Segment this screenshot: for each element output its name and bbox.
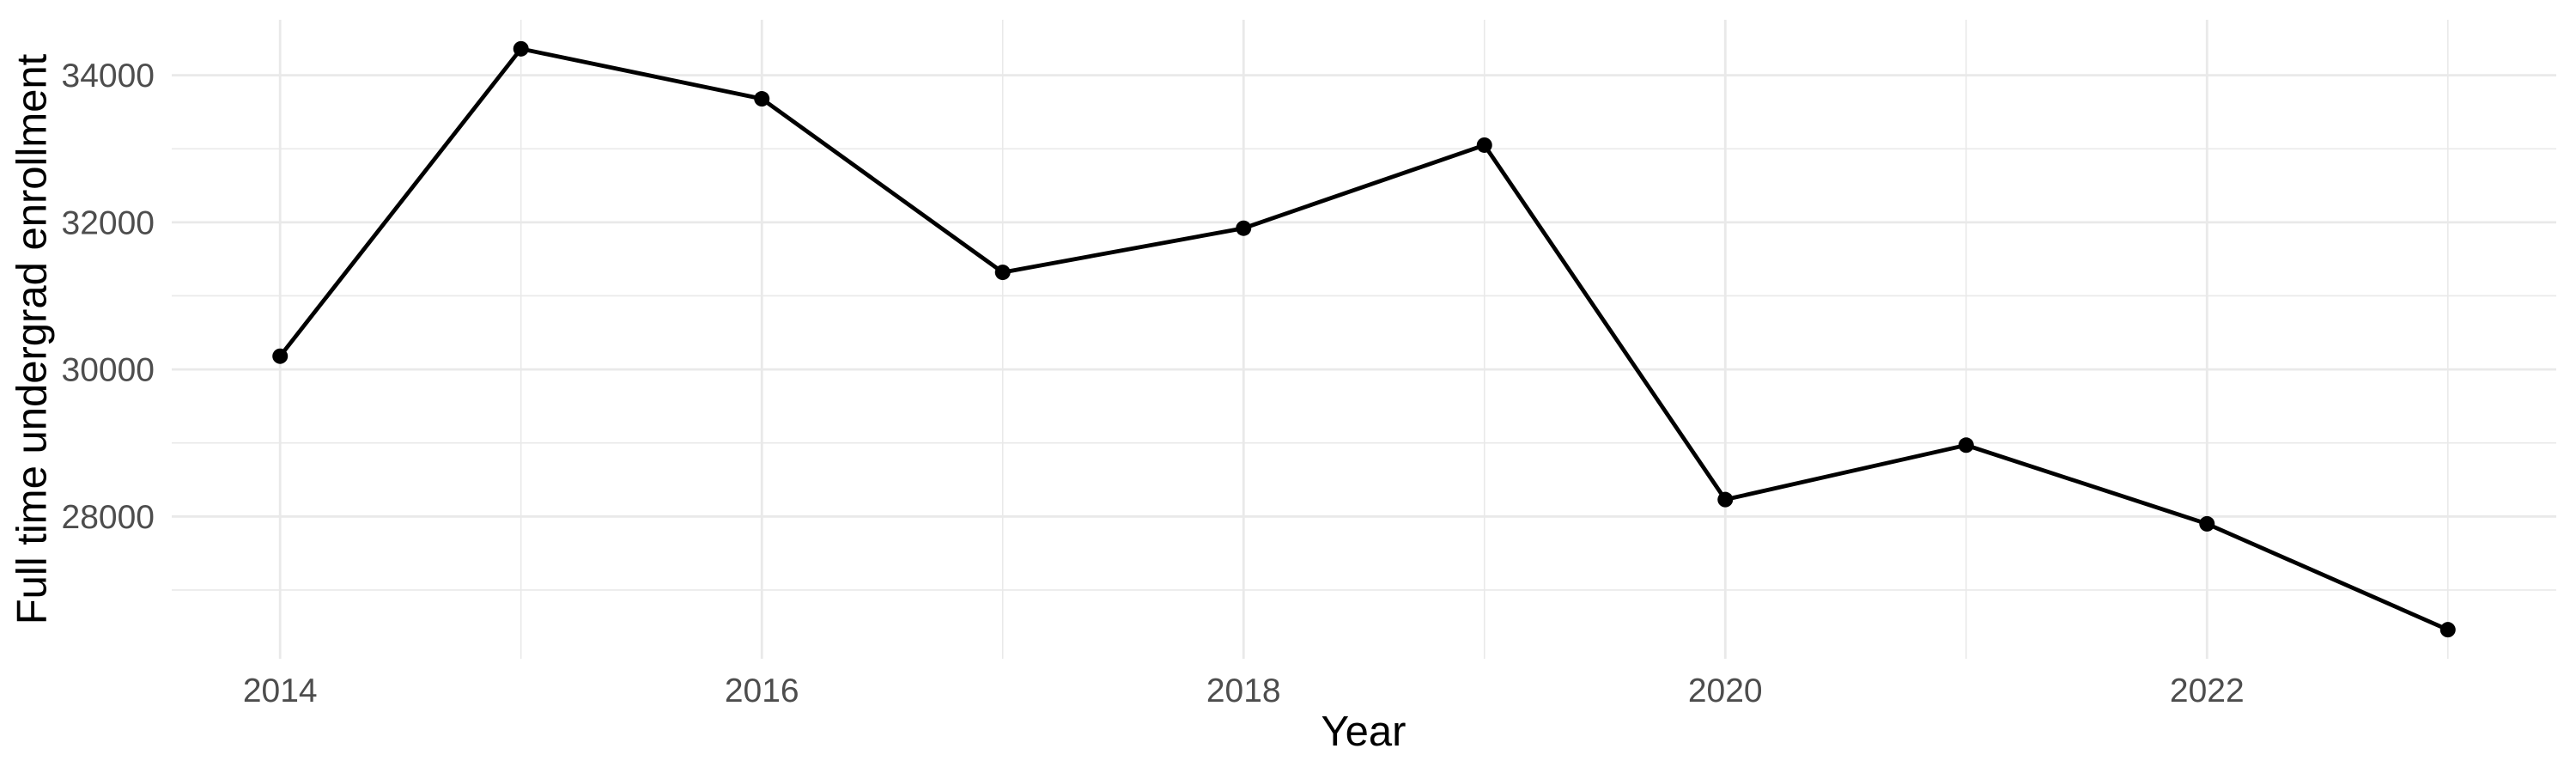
data-point: [1476, 137, 1492, 153]
enrollment-line: [278, 46, 2449, 632]
x-axis-title: Year: [1321, 709, 1406, 755]
data-point: [754, 91, 770, 107]
y-axis-title: Full time undergrad enrollment: [9, 53, 56, 625]
data-point: [1717, 491, 1734, 508]
y-tick-label: 28000: [62, 499, 155, 536]
data-point: [272, 348, 289, 364]
data-point: [2439, 622, 2456, 638]
data-point: [1958, 437, 1974, 453]
x-tick-label: 2020: [1688, 673, 1763, 709]
y-tick-label: 30000: [62, 352, 155, 389]
data-point: [1236, 220, 1252, 236]
x-tick-label: 2016: [725, 673, 799, 709]
x-tick-label: 2022: [2170, 673, 2245, 709]
data-point: [513, 40, 529, 57]
data-point: [2199, 515, 2215, 532]
x-tick-label: 2014: [243, 673, 318, 709]
data-point: [994, 265, 1011, 281]
y-tick-label: 34000: [62, 58, 155, 94]
y-tick-label: 32000: [62, 204, 155, 241]
x-tick-label: 2018: [1206, 673, 1281, 709]
